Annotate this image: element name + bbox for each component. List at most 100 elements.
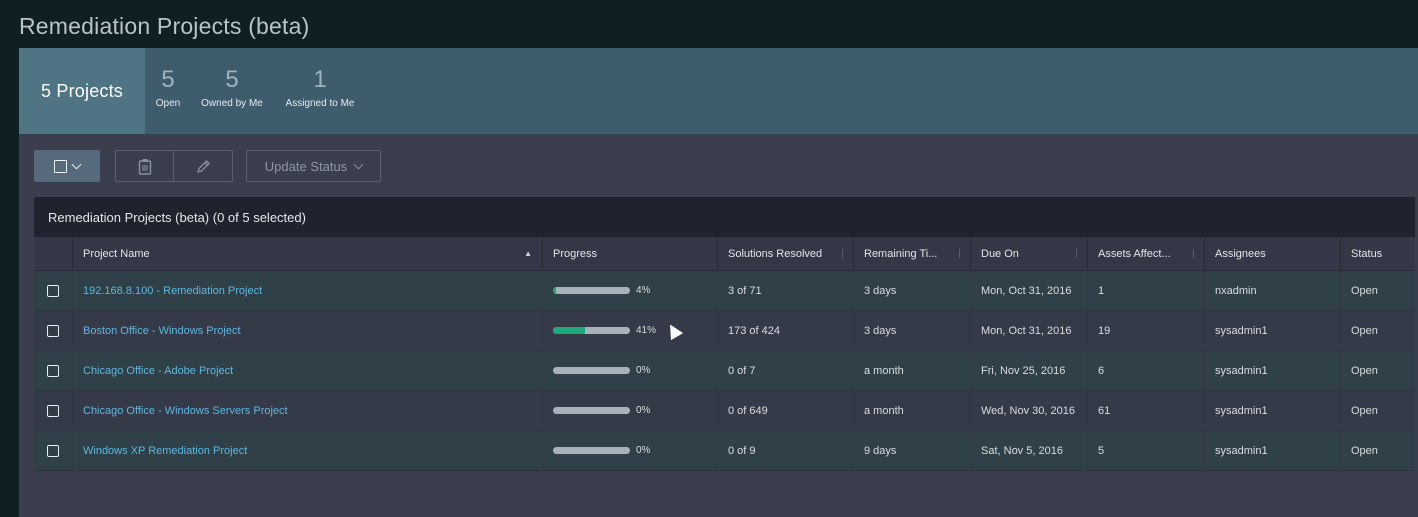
chevron-down-icon: [353, 159, 364, 169]
project-link[interactable]: Windows XP Remediation Project: [83, 444, 248, 457]
column-header-assets-affected[interactable]: Assets Affect...: [1088, 237, 1205, 270]
project-link[interactable]: Boston Office - Windows Project: [83, 324, 241, 337]
stat-open-value: 5: [161, 66, 175, 93]
edit-button[interactable]: [173, 150, 233, 182]
sort-icon: ▲: [524, 249, 532, 258]
progress-cell: 41%: [543, 311, 718, 350]
due-cell: Mon, Oct 31, 2016: [971, 271, 1088, 310]
select-dropdown-button[interactable]: [34, 150, 100, 182]
update-status-label: Update Status: [264, 158, 348, 174]
assets-cell: 1: [1088, 271, 1205, 310]
summary-bar: 5 Projects 5 Open 5 Owned by Me 1 Assign…: [19, 48, 1418, 134]
assets-cell: 61: [1088, 391, 1205, 430]
solutions-cell: 0 of 649: [718, 391, 854, 430]
status-cell: Open: [1351, 284, 1378, 297]
stat-assigned-label: Assigned to Me: [285, 98, 355, 109]
column-header-remaining-time[interactable]: Remaining Ti...: [854, 237, 971, 270]
progress-text: 0%: [636, 365, 651, 376]
assignees-cell: nxadmin: [1205, 271, 1341, 310]
column-header-label: Assignees: [1215, 247, 1266, 260]
assignees-cell: sysadmin1: [1205, 351, 1341, 390]
stat-assigned-value: 1: [313, 66, 327, 93]
due-cell: Sat, Nov 5, 2016: [971, 431, 1088, 470]
stat-open-label: Open: [155, 98, 181, 109]
page-title: Remediation Projects (beta): [19, 13, 310, 39]
assets-cell: 19: [1088, 311, 1205, 350]
row-checkbox[interactable]: [47, 324, 59, 337]
row-checkbox[interactable]: [47, 404, 59, 417]
remaining-cell: a month: [854, 351, 971, 390]
column-header-solutions-resolved[interactable]: Solutions Resolved: [718, 237, 854, 270]
remaining-cell: 3 days: [854, 311, 971, 350]
column-header-label: Project Name: [83, 247, 150, 260]
row-checkbox-cell: [34, 391, 73, 430]
column-divider: [959, 249, 960, 258]
column-divider: [842, 249, 843, 258]
column-divider: [1076, 249, 1077, 258]
table-row[interactable]: 192.168.8.100 - Remediation Project 4% 3…: [34, 271, 1415, 311]
column-header-label: Remaining Ti...: [864, 247, 938, 260]
column-header-label: Progress: [553, 247, 598, 260]
checkbox-icon: [54, 159, 67, 173]
project-name-cell: 192.168.8.100 - Remediation Project: [73, 271, 543, 310]
progress-cell: 0%: [543, 431, 718, 470]
projects-table: Project Name ▲ Progress Solutions Resolv…: [34, 237, 1415, 471]
column-header-status[interactable]: Status: [1341, 237, 1415, 270]
chevron-down-icon: [71, 159, 82, 169]
project-name-cell: Chicago Office - Windows Servers Project: [73, 391, 543, 430]
delete-button[interactable]: [115, 150, 174, 182]
column-header-progress[interactable]: Progress: [543, 237, 718, 270]
stat-owned-label: Owned by Me: [201, 98, 263, 109]
row-checkbox-cell: [34, 431, 73, 470]
solutions-cell: 173 of 424: [718, 311, 854, 350]
header-select-cell: [34, 237, 73, 270]
project-name-cell: Boston Office - Windows Project: [73, 311, 543, 350]
column-header-label: Assets Affect...: [1098, 247, 1171, 260]
assignees-cell: sysadmin1: [1205, 391, 1341, 430]
stat-open[interactable]: 5 Open: [155, 66, 181, 109]
table-row[interactable]: Chicago Office - Adobe Project 0% 0 of 7…: [34, 351, 1415, 391]
solutions-cell: 3 of 71: [718, 271, 854, 310]
update-status-button[interactable]: Update Status: [246, 150, 381, 182]
project-link[interactable]: 192.168.8.100 - Remediation Project: [83, 284, 263, 297]
progress-bar: [553, 367, 630, 374]
row-checkbox[interactable]: [47, 364, 59, 377]
table-row[interactable]: Chicago Office - Windows Servers Project…: [34, 391, 1415, 431]
progress-fill: [553, 327, 585, 334]
table-row[interactable]: Boston Office - Windows Project 41% 173 …: [34, 311, 1415, 351]
column-header-project-name[interactable]: Project Name ▲: [73, 237, 543, 270]
column-header-label: Solutions Resolved: [728, 247, 823, 260]
assignees-cell: sysadmin1: [1205, 431, 1341, 470]
projects-panel: 5 Projects 5 Open 5 Owned by Me 1 Assign…: [19, 48, 1418, 517]
project-link[interactable]: Chicago Office - Windows Servers Project: [83, 404, 288, 417]
row-checkbox[interactable]: [47, 284, 59, 297]
column-header-due-on[interactable]: Due On: [971, 237, 1088, 270]
stat-owned-value: 5: [225, 66, 239, 93]
table-row[interactable]: Windows XP Remediation Project 0% 0 of 9…: [34, 431, 1415, 471]
assignees-cell: sysadmin1: [1205, 311, 1341, 350]
progress-text: 4%: [636, 285, 651, 296]
progress-text: 41%: [636, 325, 657, 336]
progress-cell: 4%: [543, 271, 718, 310]
stat-assigned-to-me[interactable]: 1 Assigned to Me: [282, 66, 358, 109]
status-cell: Open: [1351, 444, 1378, 457]
project-name-cell: Chicago Office - Adobe Project: [73, 351, 543, 390]
progress-bar: [553, 447, 630, 454]
due-cell: Mon, Oct 31, 2016: [971, 311, 1088, 350]
project-link[interactable]: Chicago Office - Adobe Project: [83, 364, 234, 377]
projects-count-tab[interactable]: 5 Projects: [19, 48, 145, 134]
stat-owned-by-me[interactable]: 5 Owned by Me: [199, 66, 265, 109]
solutions-cell: 0 of 7: [718, 351, 854, 390]
column-header-assignees[interactable]: Assignees: [1205, 237, 1341, 270]
due-cell: Wed, Nov 30, 2016: [971, 391, 1088, 430]
progress-bar: [553, 407, 630, 414]
progress-text: 0%: [636, 405, 651, 416]
status-cell: Open: [1351, 364, 1378, 377]
progress-cell: 0%: [543, 351, 718, 390]
remaining-cell: 9 days: [854, 431, 971, 470]
remaining-cell: a month: [854, 391, 971, 430]
column-header-label: Status: [1351, 247, 1383, 260]
progress-text: 0%: [636, 445, 651, 456]
progress-fill: [553, 287, 557, 294]
row-checkbox[interactable]: [47, 444, 59, 457]
